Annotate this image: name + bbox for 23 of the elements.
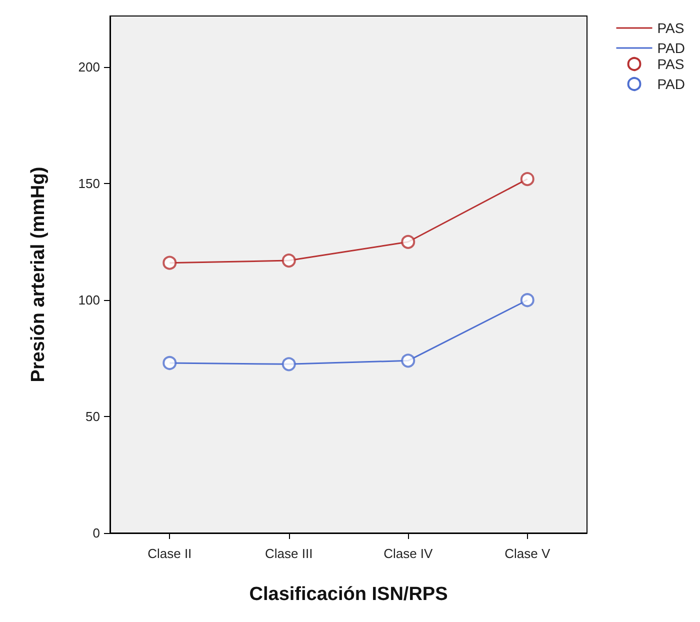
y-tick-label: 150: [78, 176, 100, 192]
legend-label: PAD: [657, 40, 686, 56]
point: [520, 293, 534, 308]
point: [282, 254, 296, 268]
point: [162, 356, 177, 370]
y-axis-title: Presión arterial (mmHg): [28, 166, 49, 382]
point: [401, 354, 416, 368]
x-tick-label: Clase IV: [384, 546, 434, 561]
y-tick-label: 50: [86, 409, 100, 424]
legend-label: PAS: [657, 20, 684, 36]
legend-label: PAS: [657, 56, 684, 72]
x-tick-label: Clase III: [265, 546, 313, 561]
y-tick-label: 200: [78, 60, 100, 75]
point: [162, 256, 177, 270]
x-tick-label: Clase V: [504, 546, 550, 561]
x-axis-title: Clasificación ISN/RPS: [249, 584, 448, 605]
x-tick-label: Clase II: [148, 546, 192, 561]
y-tick-label: 0: [92, 526, 100, 540]
legend-label: PAD: [657, 76, 686, 92]
y-tick-label: 100: [78, 292, 100, 308]
point: [520, 172, 534, 186]
point: [282, 357, 296, 372]
point: [401, 234, 416, 249]
